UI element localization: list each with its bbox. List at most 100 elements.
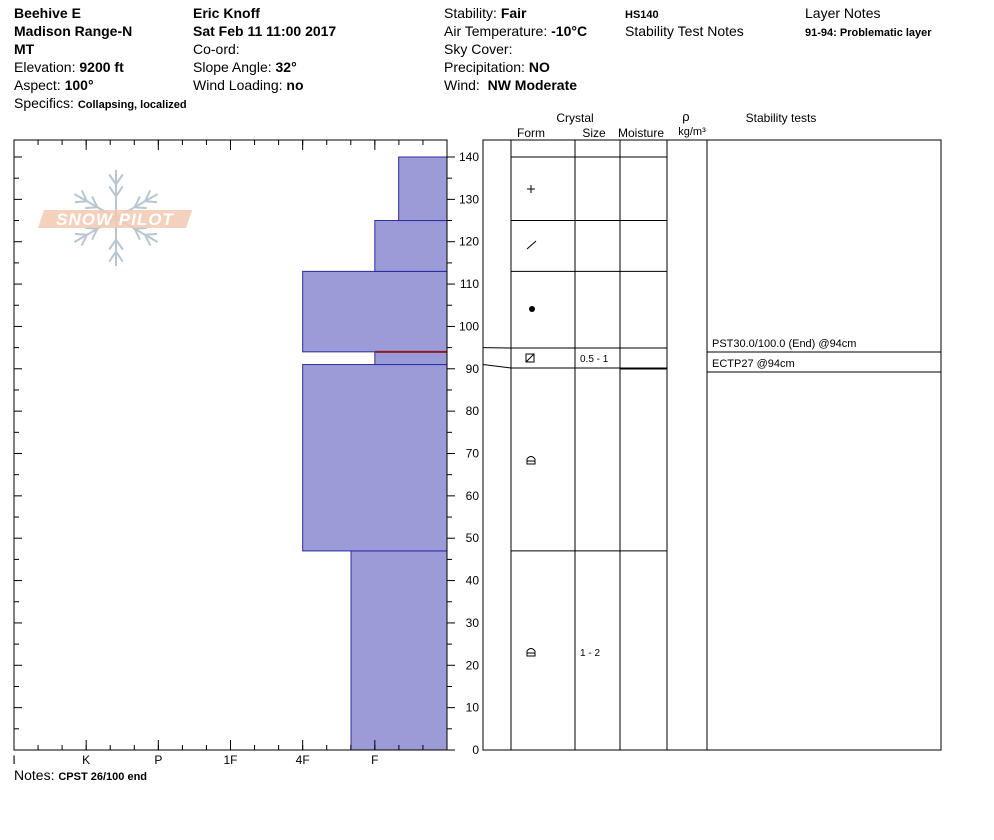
crystal-form-rounding-facet-icon — [526, 648, 536, 657]
snowflake-branch — [91, 195, 99, 208]
depth-label-140: 140 — [459, 150, 479, 164]
state: MT — [14, 41, 35, 57]
depth-label-0: 0 — [472, 743, 479, 757]
snowflake-branch — [144, 189, 152, 202]
hardness-ticks: I K P 1F 4F F — [12, 140, 448, 767]
crystal-size-label: 1 - 2 — [580, 648, 600, 659]
layer-table: Crystal Form Size Moisture ρ kg/m³ Stability t… — [482, 109, 942, 751]
depth-label-80: 80 — [466, 404, 480, 418]
depth-label-90: 90 — [466, 362, 480, 376]
precipitation-label: Precipitation: — [444, 59, 525, 75]
depth-label-130: 130 — [459, 192, 479, 206]
snowflake-branch — [145, 200, 158, 204]
snowflake-branch — [134, 226, 147, 230]
snowflake-branch — [80, 234, 88, 247]
specifics: Specifics: Collapsing, localized — [14, 94, 187, 114]
snowflake-branch — [115, 173, 124, 185]
depth-label-20: 20 — [466, 658, 480, 672]
mountain-range: Madison Range-N — [14, 23, 133, 39]
depth-label-60: 60 — [466, 489, 480, 503]
stability-test-label-1: ECTP27 @94cm — [712, 358, 795, 370]
density-unit: kg/m³ — [678, 126, 706, 138]
size-header: Size — [582, 126, 606, 140]
elevation-value: 9200 ft — [79, 59, 124, 75]
thin-layer-connector-bottom — [482, 364, 512, 369]
precipitation: Precipitation: NO — [444, 58, 550, 76]
hardness-layer-2 — [374, 351, 448, 366]
snowflake-branch — [108, 185, 117, 197]
stability-value: Fair — [500, 5, 527, 21]
layer-note: 91-94: Problematic layer — [805, 27, 932, 39]
aspect-label: Aspect: — [14, 77, 61, 93]
depth-label-10: 10 — [466, 701, 480, 715]
snowflake-branch — [144, 234, 152, 247]
air-temperature-value: -10°C — [551, 23, 588, 39]
depth-label-50: 50 — [466, 531, 480, 545]
hardness-label-I: I — [12, 753, 15, 767]
aspect: Aspect: 100° — [14, 76, 94, 94]
hardness-label-P: P — [154, 753, 162, 767]
depth-label-120: 120 — [459, 235, 479, 249]
crystal-form-facet-square-icon — [525, 353, 535, 363]
snowflake-branch — [133, 195, 141, 208]
wind-loading: Wind Loading: no — [193, 76, 304, 94]
wind-label: Wind: — [444, 77, 480, 93]
stability-test-notes-label: Stability Test Notes — [625, 23, 744, 39]
crystal-form-decomposed-icon — [526, 240, 537, 250]
snowflake-branch — [91, 228, 99, 241]
sky-cover-label: Sky Cover: — [444, 41, 513, 57]
snowflake-branch — [108, 173, 117, 185]
snowflake-branch — [133, 228, 141, 241]
precipitation-value: NO — [528, 59, 550, 75]
snowflake-branch — [85, 206, 98, 210]
coordinates-label: Co-ord: — [193, 41, 240, 57]
hardness-label-F: F — [371, 753, 378, 767]
slope-angle-label: Slope Angle: — [193, 59, 272, 75]
crystal-header: Crystal — [556, 111, 593, 125]
slope-angle: Slope Angle: 32° — [193, 58, 297, 76]
air-temperature: Air Temperature: -10°C — [444, 22, 587, 40]
depth-label-40: 40 — [466, 574, 480, 588]
aspect-value: 100° — [64, 77, 94, 93]
snowflake-branch — [145, 232, 158, 236]
snowflake-branch — [115, 251, 124, 263]
hardness-layer-1 — [302, 364, 448, 552]
snow-height: HS140 — [625, 9, 659, 21]
logo-banner — [38, 210, 192, 228]
observer-name: Eric Knoff — [193, 5, 260, 21]
stability-test-label-0: PST30.0/100.0 (End) @94cm — [712, 338, 856, 350]
hardness-label-1F: 1F — [223, 753, 237, 767]
snowflake-branch — [80, 189, 88, 202]
specifics-value: Collapsing, localized — [77, 99, 187, 111]
snowflake-branch — [115, 185, 124, 197]
location-name: Beehive E — [14, 5, 81, 21]
notes-value: CPST 26/100 end — [58, 771, 148, 783]
stability-tests-header: Stability tests — [746, 111, 817, 125]
depth-axis: 0 10 20 30 40 50 60 70 80 90 100 110 120 130 140 — [447, 150, 479, 757]
moisture-header: Moisture — [618, 126, 664, 140]
snowflake-branch — [85, 226, 98, 230]
notes: Notes: CPST 26/100 end — [14, 766, 147, 786]
density-symbol: ρ — [682, 109, 689, 124]
layer-notes-label: Layer Notes — [805, 5, 881, 21]
form-header: Form — [517, 126, 545, 140]
wind-loading-label: Wind Loading: — [193, 77, 283, 93]
notes-label: Notes: — [14, 767, 55, 783]
hardness-layer-0 — [350, 550, 448, 751]
elevation-label: Elevation: — [14, 59, 76, 75]
wind-value: NW Moderate — [487, 77, 578, 93]
snowflake-branch — [74, 232, 87, 236]
depth-label-30: 30 — [466, 616, 480, 630]
hardness-layer-4 — [374, 220, 448, 272]
depth-label-100: 100 — [459, 319, 479, 333]
hardness-label-4F: 4F — [296, 753, 310, 767]
snowflake-branch — [108, 239, 117, 251]
depth-label-70: 70 — [466, 447, 480, 461]
hardness-layer-5 — [398, 156, 448, 222]
depth-label-110: 110 — [460, 277, 479, 291]
wind-loading-value: no — [286, 77, 304, 93]
logo-text: SNOW PILOT — [56, 210, 174, 229]
stability: Stability: Fair — [444, 4, 527, 22]
hardness-layer-3 — [302, 270, 448, 353]
